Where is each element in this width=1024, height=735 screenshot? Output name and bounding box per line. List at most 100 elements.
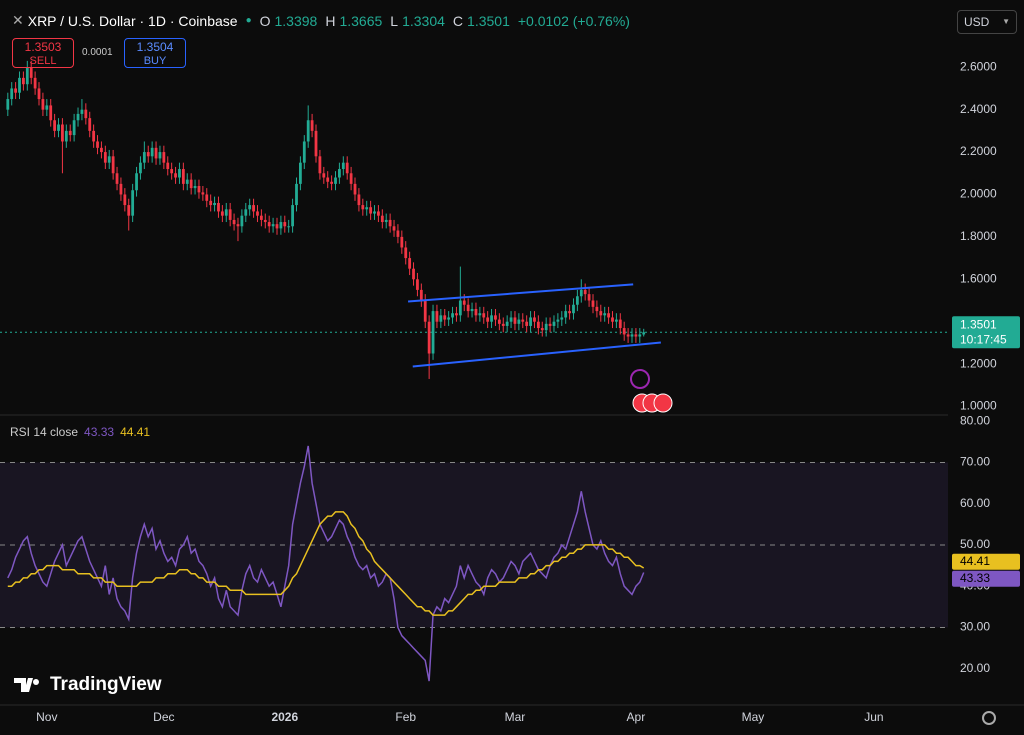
candle-body	[84, 109, 88, 119]
candle-body	[275, 224, 279, 229]
candle-body	[521, 319, 525, 322]
candle-body	[575, 296, 579, 305]
y-tick-label: 1.6000	[960, 271, 997, 285]
candle-body	[478, 313, 482, 316]
candle-body	[119, 183, 123, 195]
candle-body	[536, 321, 540, 329]
trend-line	[407, 283, 634, 303]
buy-price: 1.3504	[136, 40, 174, 54]
candle-body	[412, 268, 415, 280]
candle-body	[595, 306, 599, 312]
candle-body	[322, 173, 326, 178]
candle-body	[513, 317, 517, 324]
candle-body	[618, 319, 622, 329]
ohlc-value: 1.3501	[467, 12, 510, 29]
event-icon[interactable]	[653, 393, 673, 413]
buy-label: BUY	[143, 55, 167, 67]
x-tick-label: Feb	[395, 710, 416, 724]
candle-body	[462, 300, 466, 305]
candle-body	[334, 177, 337, 184]
x-tick-label: Apr	[627, 710, 646, 724]
buy-button[interactable]: 1.3504 BUY	[124, 38, 186, 68]
candle-body	[220, 211, 224, 216]
candle-body	[408, 258, 412, 269]
logo	[14, 678, 39, 692]
ohlc-label: H	[325, 12, 336, 29]
event-icon[interactable]	[630, 369, 650, 389]
sell-button[interactable]: 1.3503 SELL	[12, 38, 74, 68]
x-tick-label: Dec	[153, 710, 174, 724]
last-value: 44.41	[960, 554, 990, 568]
ohlc-value: 1.3665	[339, 12, 383, 29]
candle-body	[302, 141, 306, 163]
candle-body	[271, 224, 275, 227]
y-tick-label: 1.0000	[960, 399, 997, 413]
candle-body	[466, 304, 470, 312]
candle-body	[419, 289, 423, 301]
candle-body	[548, 323, 552, 326]
candle-body	[361, 205, 365, 210]
candle-body	[306, 120, 310, 142]
candle-body	[61, 124, 64, 142]
x-tick-label: Jun	[864, 710, 883, 724]
y-tick-label: 80.00	[960, 413, 990, 427]
candle-body	[181, 169, 185, 184]
candle-body	[614, 319, 618, 322]
candle-body	[330, 181, 334, 184]
candle-body	[560, 317, 564, 320]
candle-body	[380, 215, 384, 223]
y-tick-label: 1.4000	[960, 314, 997, 328]
candle-body	[92, 130, 96, 142]
candle-body	[107, 156, 111, 163]
last-price-box	[952, 316, 1020, 349]
event-icon[interactable]	[632, 393, 652, 413]
candle-body	[88, 118, 92, 131]
candle-body	[45, 105, 49, 110]
rsi-band	[0, 462, 948, 628]
rsi-value: 43.33	[84, 425, 115, 439]
candle-body	[599, 311, 603, 316]
y-tick-label: 60.00	[960, 496, 990, 510]
candle-body	[310, 120, 314, 131]
candle-body	[139, 162, 142, 174]
candle-body	[404, 247, 408, 259]
candle-body	[217, 202, 220, 212]
candle-body	[497, 319, 501, 324]
y-tick-label: 1.8000	[960, 229, 997, 243]
settings-icon[interactable]	[982, 711, 996, 725]
candle-body	[345, 162, 349, 174]
candle-body	[634, 334, 638, 337]
candle-body	[100, 147, 103, 153]
candle-body	[568, 311, 571, 314]
candle-body	[232, 219, 236, 225]
candle-body	[525, 321, 529, 326]
candle-body	[287, 226, 291, 228]
candle-body	[193, 185, 197, 189]
candle-body	[57, 124, 60, 131]
candle-body	[189, 179, 193, 189]
candle-body	[259, 215, 263, 220]
close-icon[interactable]: ✕	[12, 12, 24, 28]
candle-body	[505, 321, 509, 326]
candle-body	[443, 315, 447, 320]
event-icon[interactable]	[642, 393, 662, 413]
watermark-text: TradingView	[50, 674, 162, 695]
candle-body	[373, 211, 376, 214]
candle-body	[626, 334, 630, 337]
candle-body	[53, 120, 57, 131]
y-tick-label: 20.00	[960, 661, 990, 675]
candle-body	[135, 173, 138, 191]
candle-body	[6, 99, 10, 110]
candle-body	[22, 77, 25, 85]
candle-body	[474, 308, 478, 316]
candle-body	[416, 279, 419, 290]
currency-select[interactable]: USD ▼	[957, 10, 1017, 34]
y-tick-label: 30.00	[960, 620, 990, 634]
event-icons[interactable]	[630, 369, 673, 413]
symbol-title[interactable]: XRP / U.S. Dollar · 1D · Coinbase	[27, 12, 238, 29]
candle-body	[18, 77, 21, 93]
candle-body	[248, 205, 252, 210]
candle-body	[68, 130, 72, 136]
candle-body	[587, 294, 591, 301]
rsi-line	[7, 445, 645, 682]
